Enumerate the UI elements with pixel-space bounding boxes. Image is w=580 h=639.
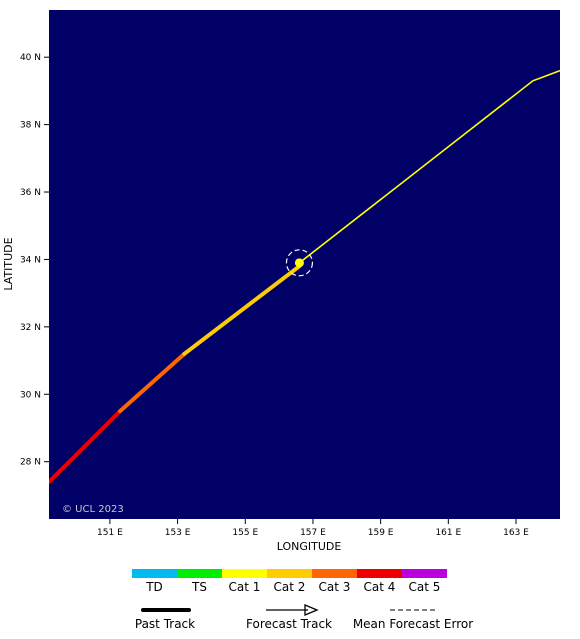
arrow-right-icon bbox=[304, 604, 319, 616]
legend-color-swatch bbox=[177, 569, 222, 578]
past-track-segment bbox=[118, 351, 187, 414]
past-track-label: Past Track bbox=[135, 617, 195, 631]
forecast-track-line bbox=[298, 69, 560, 264]
y-tick-label: 32 N bbox=[20, 323, 41, 333]
current-position-marker bbox=[294, 258, 304, 268]
y-tick-label: 34 N bbox=[20, 255, 41, 265]
forecast-track-label: Forecast Track bbox=[246, 617, 332, 631]
legend-category-label: Cat 2 bbox=[274, 580, 306, 594]
x-tick-label: 163 E bbox=[503, 528, 529, 538]
legend-color-swatch bbox=[312, 569, 357, 578]
track-layer bbox=[49, 69, 560, 484]
mean-error-legend: Mean Forecast Error bbox=[353, 609, 473, 631]
legend-color-swatch bbox=[222, 569, 267, 578]
y-tick-label: 40 N bbox=[20, 53, 41, 63]
x-tick-label: 151 E bbox=[97, 528, 123, 538]
legend-category-label: Cat 1 bbox=[229, 580, 261, 594]
x-tick-label: 161 E bbox=[435, 528, 461, 538]
x-tick-label: 157 E bbox=[300, 528, 326, 538]
legend-category-label: Cat 3 bbox=[319, 580, 351, 594]
x-tick-label: 155 E bbox=[232, 528, 258, 538]
x-tick-label: 159 E bbox=[368, 528, 394, 538]
category-color-bar: TD TS Cat 1 Cat 2 Cat 3 Cat 4 Cat 5 bbox=[132, 569, 447, 594]
x-tick-label: 153 E bbox=[165, 528, 191, 538]
past-track-legend: Past Track bbox=[135, 608, 195, 631]
forecast-track-legend: Forecast Track bbox=[246, 604, 332, 631]
mean-error-label: Mean Forecast Error bbox=[353, 617, 473, 631]
y-tick-label: 38 N bbox=[20, 121, 41, 131]
legend: TD TS Cat 1 Cat 2 Cat 3 Cat 4 Cat 5 Past Track… bbox=[132, 569, 473, 631]
y-tick-label: 36 N bbox=[20, 188, 41, 198]
x-axis-title: LONGITUDE bbox=[277, 540, 342, 553]
legend-category-label: Cat 5 bbox=[409, 580, 441, 594]
mean-forecast-error-circle bbox=[285, 249, 314, 277]
y-tick-label: 28 N bbox=[20, 458, 41, 468]
legend-color-swatch bbox=[132, 569, 177, 578]
legend-category-label: Cat 4 bbox=[364, 580, 396, 594]
y-tick-label: 30 N bbox=[20, 390, 41, 400]
copyright-text: © UCL 2023 bbox=[62, 504, 124, 515]
legend-category-label: TD bbox=[145, 580, 163, 594]
legend-color-swatch bbox=[357, 569, 402, 578]
axes: 151 E 153 E 155 E 157 E 159 E 161 E 163 E 28 N 3… bbox=[20, 53, 529, 538]
past-track-segment bbox=[182, 264, 302, 356]
map-background bbox=[49, 10, 560, 519]
legend-category-label: TS bbox=[191, 580, 207, 594]
legend-color-swatch bbox=[402, 569, 447, 578]
plot-area: © UCL 2023 bbox=[49, 10, 560, 519]
y-axis-title: LATITUDE bbox=[2, 237, 15, 290]
legend-color-swatch bbox=[267, 569, 312, 578]
past-track-segment bbox=[49, 409, 123, 484]
